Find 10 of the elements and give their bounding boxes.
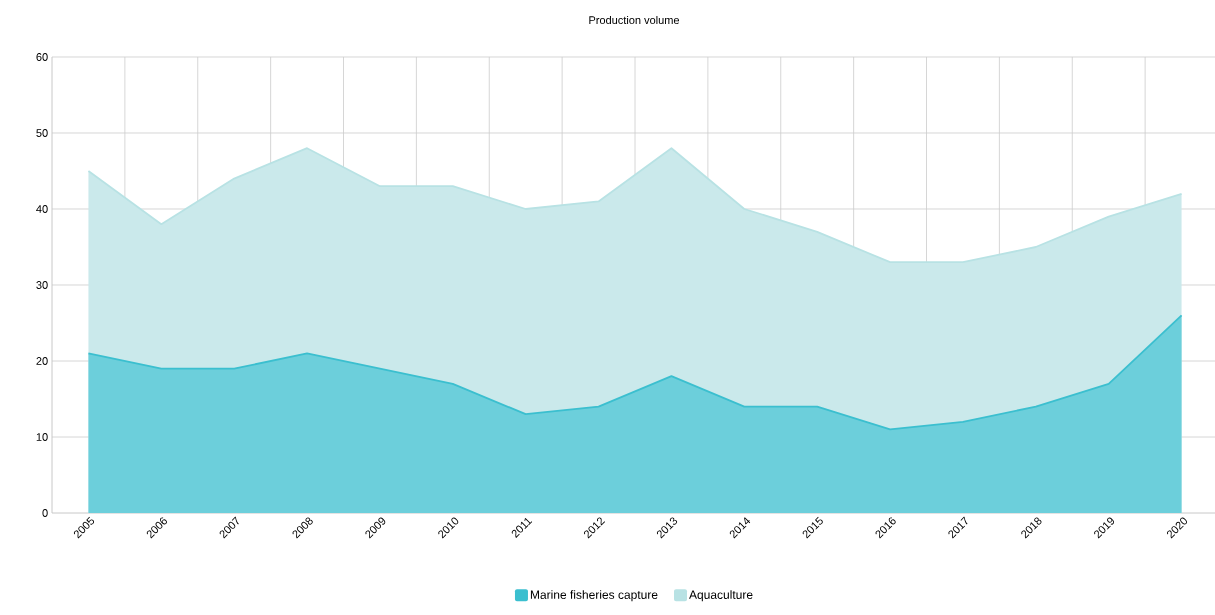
y-tick-label: 20: [36, 357, 48, 365]
y-tick-label: 0: [42, 509, 48, 517]
y-tick-label: 40: [36, 205, 48, 213]
legend-label: Marine fisheries capture: [530, 590, 658, 602]
chart-title: Production volume: [589, 15, 680, 25]
y-tick-label: 10: [36, 433, 48, 441]
y-tick-label: 60: [36, 53, 48, 61]
y-tick-label: 50: [36, 129, 48, 137]
y-tick-label: 30: [36, 281, 48, 289]
legend-label: Aquaculture: [689, 590, 753, 602]
